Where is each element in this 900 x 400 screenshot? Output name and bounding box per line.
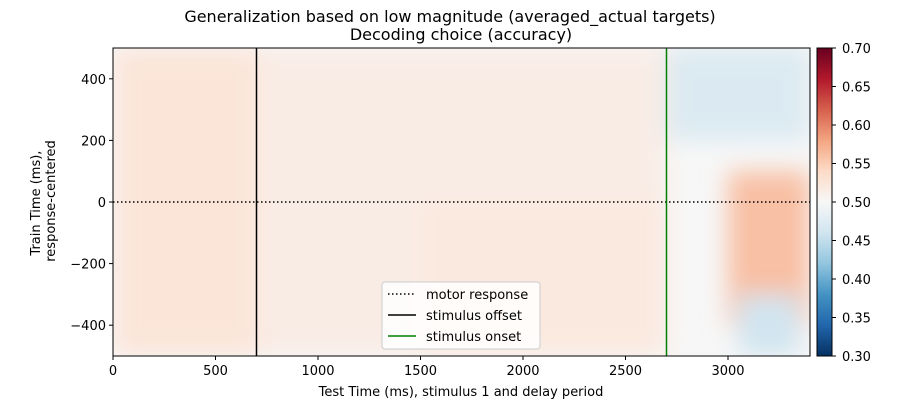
colorbar-ticks: 0.70 0.65 0.60 0.55 0.50 0.45 0.40 0.35 0.30 (832, 42, 871, 365)
colorbar-tick-label: 0.45 (842, 235, 871, 250)
heatmap-region-3 (666, 48, 810, 141)
x-tick-label: 500 (203, 364, 228, 379)
legend-box (381, 281, 541, 350)
legend-label-motor-response: motor response (426, 288, 528, 303)
heatmap-region-0 (113, 48, 257, 356)
legend-label-stimulus-onset: stimulus onset (426, 330, 521, 345)
colorbar-tick-label: 0.35 (842, 312, 871, 327)
x-tick-label: 3000 (711, 364, 744, 379)
y-tick-label: −400 (70, 319, 106, 334)
y-axis-label-line1: Train Time (ms), (29, 151, 44, 257)
colorbar-tick-label: 0.65 (842, 81, 871, 96)
chart-subtitle: Decoding choice (accuracy) (350, 25, 572, 44)
y-axis-label-line2: response-centered (44, 140, 59, 262)
colorbar-tick-label: 0.50 (842, 196, 871, 211)
plot-area (112, 47, 811, 357)
colorbar-tick-label: 0.40 (842, 273, 871, 288)
y-tick-label: −200 (70, 258, 106, 273)
x-axis: 0 500 1000 1500 2000 2500 3000 (109, 356, 745, 379)
legend: motor response stimulus offset stimulus … (381, 281, 541, 350)
x-tick-label: 2000 (506, 364, 539, 379)
chart-title: Generalization based on low magnitude (a… (184, 7, 715, 27)
y-tick-label: 200 (81, 134, 106, 149)
colorbar-tick-label: 0.60 (842, 119, 871, 134)
colorbar-tick-label: 0.70 (842, 42, 871, 57)
colorbar-tick-label: 0.55 (842, 158, 871, 173)
colorbar-tick-label: 0.30 (842, 350, 871, 365)
y-axis: 400 200 0 −200 −400 (70, 73, 113, 334)
x-axis-label: Test Time (ms), stimulus 1 and delay per… (318, 385, 604, 400)
x-tick-label: 0 (109, 364, 117, 379)
legend-label-stimulus-offset: stimulus offset (426, 309, 522, 324)
reference-lines (113, 48, 810, 356)
x-tick-label: 1500 (404, 364, 437, 379)
colorbar: 0.70 0.65 0.60 0.55 0.50 0.45 0.40 0.35 0.30 (816, 42, 871, 365)
y-tick-label: 0 (98, 196, 106, 211)
x-tick-label: 1000 (301, 364, 334, 379)
heatmap-region-5 (738, 294, 800, 356)
x-tick-label: 2500 (609, 364, 642, 379)
colorbar-gradient (816, 47, 833, 357)
y-tick-label: 400 (81, 73, 106, 88)
y-axis-label: Train Time (ms), response-centered (29, 140, 59, 262)
